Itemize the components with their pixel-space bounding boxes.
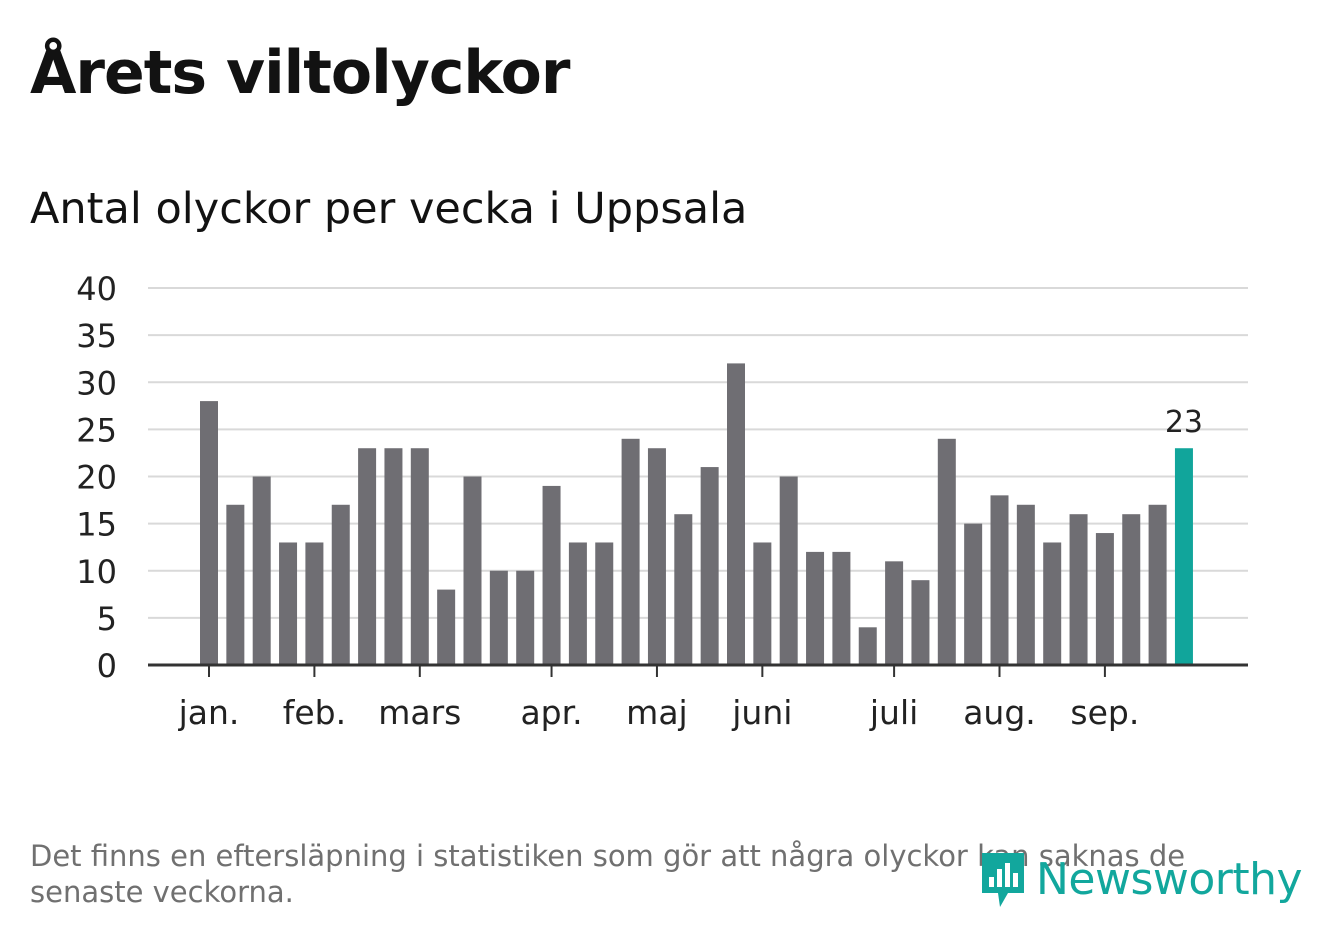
x-tick-label: juni	[731, 693, 792, 732]
data-label: 23	[1165, 405, 1203, 440]
chart-title: Årets viltolyckor	[30, 38, 570, 108]
bar	[1148, 504, 1167, 665]
bar	[779, 476, 798, 665]
y-tick-label: 15	[76, 506, 117, 544]
chart-subtitle: Antal olyckor per vecka i Uppsala	[30, 184, 748, 234]
bar	[1069, 514, 1088, 665]
bar-highlight	[1174, 448, 1193, 665]
logo-text: Newsworthy	[1036, 853, 1303, 905]
newsworthy-logo-icon	[982, 853, 1024, 907]
x-tick-label: jan.	[178, 693, 240, 732]
bar	[858, 627, 877, 665]
bar	[463, 476, 482, 665]
bar	[279, 542, 298, 665]
bar	[358, 448, 377, 665]
bar	[674, 514, 693, 665]
bar	[911, 580, 930, 665]
bar	[226, 504, 245, 665]
x-tick-label: feb.	[283, 693, 346, 732]
y-tick-label: 40	[76, 270, 117, 308]
bar	[1095, 533, 1114, 665]
bar	[832, 551, 851, 665]
y-tick-label: 25	[76, 411, 117, 449]
y-tick-label: 30	[76, 364, 117, 402]
bar	[885, 561, 904, 665]
x-tick-label: maj	[626, 693, 688, 732]
bar	[806, 551, 825, 665]
bar	[1043, 542, 1062, 665]
bar	[990, 495, 1009, 665]
x-tick-label: juli	[869, 693, 918, 732]
bar	[542, 485, 561, 665]
x-tick-label: mars	[378, 693, 461, 732]
bar	[200, 401, 218, 665]
bar	[384, 448, 403, 665]
bar	[410, 448, 429, 665]
bar	[489, 570, 508, 665]
bar	[964, 523, 983, 665]
y-tick-label: 20	[76, 459, 117, 497]
bar	[437, 589, 456, 665]
y-tick-label: 35	[76, 317, 117, 355]
bar	[331, 504, 350, 665]
x-tick-label: apr.	[520, 693, 582, 732]
bar	[516, 570, 535, 665]
bar	[1122, 514, 1141, 665]
bar	[1016, 504, 1035, 665]
bar	[305, 542, 324, 665]
bar	[753, 542, 772, 665]
y-tick-label: 5	[97, 600, 117, 638]
bar-chart: 0 5 10 15 20 25 30 35 40 23 jan. feb. mars apr. maj jun…	[76, 270, 1248, 732]
bar	[595, 542, 614, 665]
bar	[568, 542, 587, 665]
bar	[937, 438, 956, 665]
y-tick-label: 0	[97, 647, 117, 685]
bar	[252, 476, 271, 665]
bar	[647, 448, 666, 665]
bar	[700, 467, 719, 665]
bar	[621, 438, 640, 665]
y-tick-label: 10	[76, 553, 117, 591]
x-tick-label: sep.	[1070, 693, 1139, 732]
bar	[727, 363, 745, 665]
newsworthy-logo: Newsworthy	[978, 846, 1303, 912]
x-tick-label: aug.	[963, 693, 1036, 732]
